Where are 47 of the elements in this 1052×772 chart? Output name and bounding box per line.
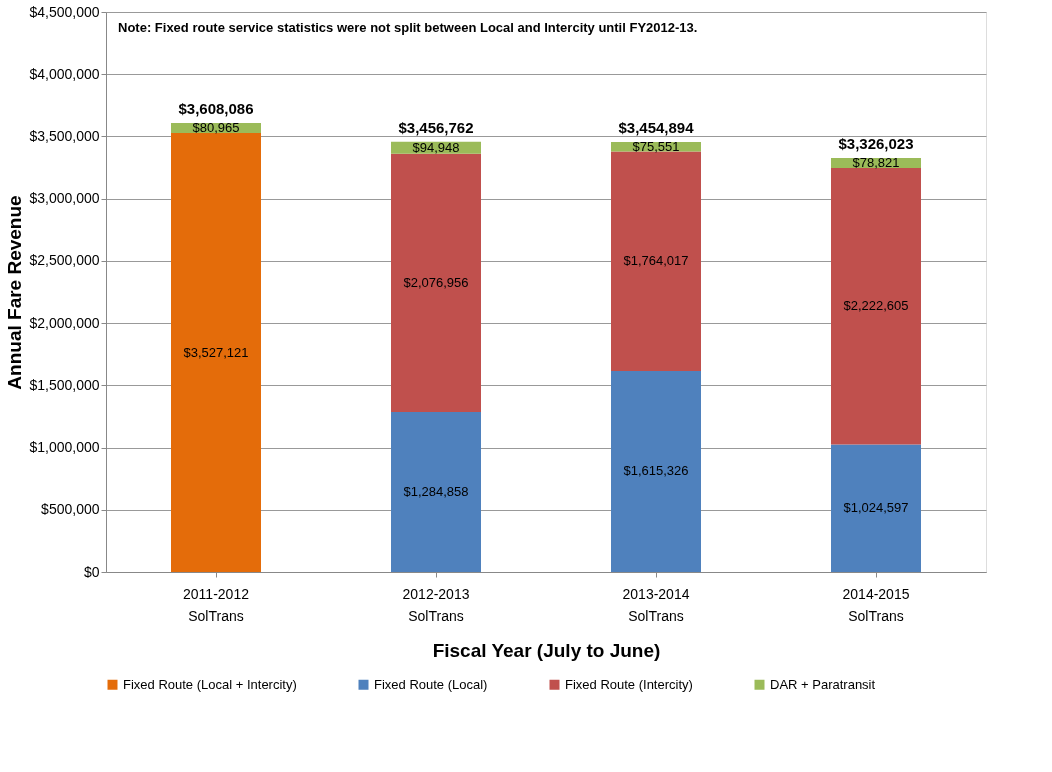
data-label: $1,284,858 (403, 484, 469, 500)
bar (831, 167, 921, 445)
y-axis-title: Annual Fare Revenue (4, 195, 26, 390)
bar (831, 444, 921, 572)
bar (611, 151, 701, 371)
annotation: Note: Fixed route service statistics were not split between Local and Intercity until FY2012-13. (118, 20, 698, 35)
x-tick-label: 2013-2014 (622, 585, 690, 602)
x-tick-label: 2011-2012 (183, 585, 250, 602)
data-label: $94,948 (412, 139, 460, 155)
y-tick-label: $4,500,000 (29, 3, 100, 20)
y-tick-label: $2,000,000 (29, 314, 100, 331)
legend-label: Fixed Route (Local) (374, 676, 488, 692)
bar (391, 412, 481, 572)
data-label: $80,965 (192, 120, 240, 136)
total-label: $3,326,023 (838, 135, 914, 153)
y-tick-label: $4,000,000 (29, 65, 100, 82)
y-tick-label: $1,000,000 (29, 439, 100, 456)
x-tick-label: 2012-2013 (402, 585, 470, 602)
total-label: $3,608,086 (178, 99, 254, 117)
y-tick-label: $500,000 (41, 501, 100, 518)
data-label: $1,615,326 (623, 463, 689, 479)
y-tick-label: $2,500,000 (29, 252, 100, 269)
data-label: $1,764,017 (623, 253, 689, 269)
text: SolTrans (848, 608, 904, 624)
data-label: $75,551 (632, 138, 680, 154)
data-label: $2,222,605 (843, 298, 909, 314)
data-label: $3,527,121 (183, 344, 249, 360)
x-axis-title: Fiscal Year (July to June) (432, 639, 661, 661)
total-label: $3,456,762 (398, 118, 474, 136)
data-label: $2,076,956 (403, 274, 469, 290)
text: SolTrans (628, 608, 684, 624)
total-label: $3,454,894 (618, 119, 695, 137)
text: SolTrans (408, 608, 464, 624)
y-tick-label: $1,500,000 (29, 376, 100, 393)
y-tick-label: $3,500,000 (29, 127, 100, 144)
data-label: $1,024,597 (843, 500, 909, 516)
y-tick-label: $3,000,000 (29, 190, 100, 207)
bar (171, 133, 261, 572)
bar (611, 370, 701, 572)
data-label: $78,821 (852, 155, 900, 170)
legend-label: Fixed Route (Local + Intercity) (123, 676, 297, 692)
legend-label: Fixed Route (Intercity) (565, 676, 693, 692)
y-tick-label: $0 (83, 563, 100, 580)
text: SolTrans (188, 608, 244, 624)
x-tick-label: 2014-2015 (842, 585, 910, 602)
bar (391, 153, 481, 413)
legend-label: DAR + Paratransit (770, 676, 876, 692)
